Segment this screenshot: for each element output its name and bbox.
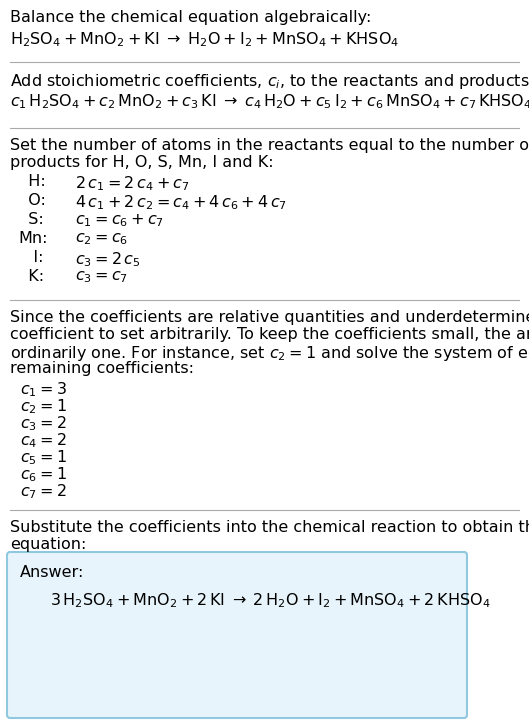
- Text: $2\,c_1 = 2\,c_4 + c_7$: $2\,c_1 = 2\,c_4 + c_7$: [75, 174, 189, 193]
- Text: $4\,c_1 + 2\,c_2 = c_4 + 4\,c_6 + 4\,c_7$: $4\,c_1 + 2\,c_2 = c_4 + 4\,c_6 + 4\,c_7…: [75, 193, 287, 212]
- Text: $c_5 = 1$: $c_5 = 1$: [20, 448, 67, 467]
- Text: $c_2 = c_6$: $c_2 = c_6$: [75, 231, 128, 246]
- Text: H:: H:: [18, 174, 45, 189]
- Text: O:: O:: [18, 193, 46, 208]
- Text: Mn:: Mn:: [18, 231, 48, 246]
- Text: $c_2 = 1$: $c_2 = 1$: [20, 397, 67, 416]
- Text: Balance the chemical equation algebraically:: Balance the chemical equation algebraica…: [10, 10, 371, 25]
- Text: $c_3 = c_7$: $c_3 = c_7$: [75, 269, 128, 285]
- Text: $c_3 = 2$: $c_3 = 2$: [20, 414, 67, 433]
- Text: $c_6 = 1$: $c_6 = 1$: [20, 465, 67, 483]
- Text: coefficient to set arbitrarily. To keep the coefficients small, the arbitrary va: coefficient to set arbitrarily. To keep …: [10, 327, 529, 342]
- Text: equation:: equation:: [10, 537, 86, 552]
- Text: remaining coefficients:: remaining coefficients:: [10, 361, 194, 376]
- Text: $c_1 = 3$: $c_1 = 3$: [20, 380, 67, 398]
- Text: $c_3 = 2\,c_5$: $c_3 = 2\,c_5$: [75, 250, 141, 269]
- Text: ordinarily one. For instance, set $c_2 = 1$ and solve the system of equations fo: ordinarily one. For instance, set $c_2 =…: [10, 344, 529, 363]
- Text: K:: K:: [18, 269, 44, 284]
- Text: Add stoichiometric coefficients, $c_i$, to the reactants and products:: Add stoichiometric coefficients, $c_i$, …: [10, 72, 529, 91]
- Text: $\mathregular{H_2SO_4 + MnO_2 + KI}$$\;  \rightarrow \; $$\mathregular{H_2O + I_: $\mathregular{H_2SO_4 + MnO_2 + KI}$$\; …: [10, 30, 399, 49]
- Text: Answer:: Answer:: [20, 565, 84, 580]
- Text: S:: S:: [18, 212, 44, 227]
- FancyBboxPatch shape: [7, 552, 467, 718]
- Text: I:: I:: [18, 250, 43, 265]
- Text: $c_1 = c_6 + c_7$: $c_1 = c_6 + c_7$: [75, 212, 164, 229]
- Text: $c_1\, \mathregular{H_2SO_4} + c_2\, \mathregular{MnO_2} + c_3\, \mathregular{KI: $c_1\, \mathregular{H_2SO_4} + c_2\, \ma…: [10, 92, 529, 111]
- Text: products for H, O, S, Mn, I and K:: products for H, O, S, Mn, I and K:: [10, 155, 273, 170]
- Text: $c_4 = 2$: $c_4 = 2$: [20, 431, 67, 450]
- Text: $3\, \mathregular{H_2SO_4} + \mathregular{MnO_2} + 2\, \mathregular{KI}$$\; \rig: $3\, \mathregular{H_2SO_4} + \mathregula…: [50, 591, 490, 610]
- Text: Substitute the coefficients into the chemical reaction to obtain the balanced: Substitute the coefficients into the che…: [10, 520, 529, 535]
- Text: $c_7 = 2$: $c_7 = 2$: [20, 482, 67, 501]
- Text: Since the coefficients are relative quantities and underdetermined, choose a: Since the coefficients are relative quan…: [10, 310, 529, 325]
- Text: Set the number of atoms in the reactants equal to the number of atoms in the: Set the number of atoms in the reactants…: [10, 138, 529, 153]
